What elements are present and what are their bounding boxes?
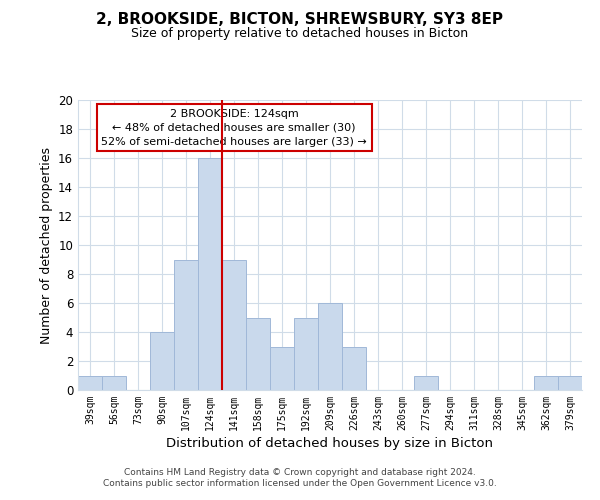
Bar: [174, 260, 198, 390]
Bar: [534, 376, 558, 390]
Bar: [270, 346, 294, 390]
Bar: [294, 318, 318, 390]
Bar: [150, 332, 174, 390]
Text: 2, BROOKSIDE, BICTON, SHREWSBURY, SY3 8EP: 2, BROOKSIDE, BICTON, SHREWSBURY, SY3 8E…: [97, 12, 503, 28]
Y-axis label: Number of detached properties: Number of detached properties: [40, 146, 53, 344]
Text: 2 BROOKSIDE: 124sqm
← 48% of detached houses are smaller (30)
52% of semi-detach: 2 BROOKSIDE: 124sqm ← 48% of detached ho…: [101, 108, 367, 146]
Text: Contains HM Land Registry data © Crown copyright and database right 2024.
Contai: Contains HM Land Registry data © Crown c…: [103, 468, 497, 487]
Text: Size of property relative to detached houses in Bicton: Size of property relative to detached ho…: [131, 28, 469, 40]
X-axis label: Distribution of detached houses by size in Bicton: Distribution of detached houses by size …: [167, 437, 493, 450]
Bar: [198, 158, 222, 390]
Bar: [318, 303, 342, 390]
Bar: [78, 376, 102, 390]
Bar: [414, 376, 438, 390]
Bar: [342, 346, 366, 390]
Bar: [222, 260, 246, 390]
Bar: [558, 376, 582, 390]
Bar: [246, 318, 270, 390]
Bar: [102, 376, 126, 390]
